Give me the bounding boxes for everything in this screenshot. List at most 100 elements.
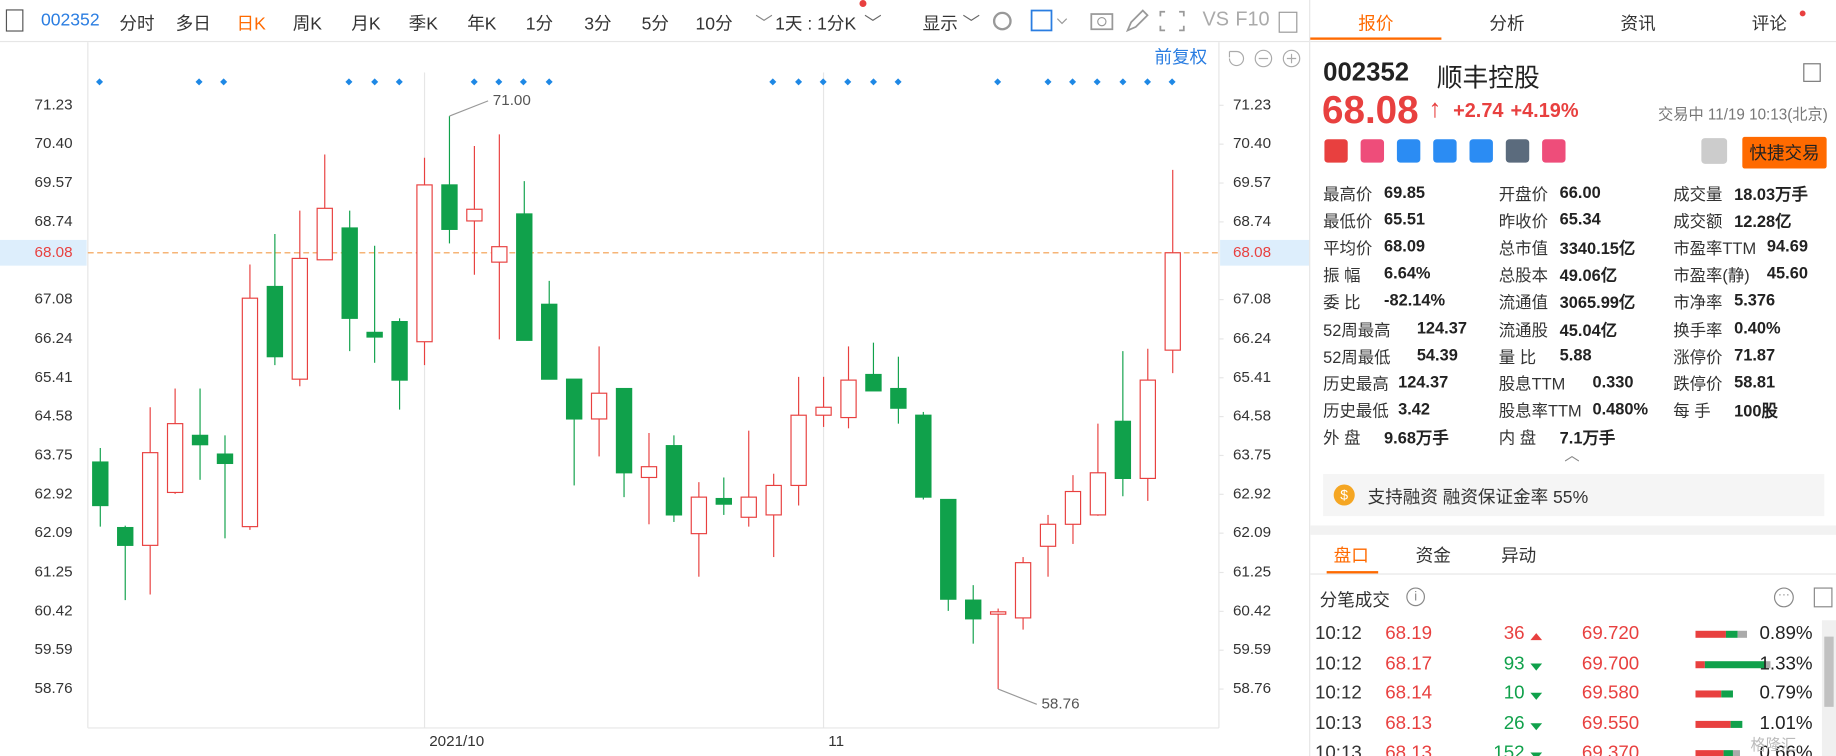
stock-code[interactable]: 002352 — [40, 10, 100, 31]
tool-icons[interactable] — [989, 7, 1258, 35]
candle-body — [416, 184, 433, 343]
period-tab[interactable]: 5分 — [641, 14, 669, 34]
stock-name: 顺丰控股 — [1436, 63, 1540, 93]
expand-icon[interactable] — [1813, 587, 1833, 608]
vs-icon[interactable]: VS — [1202, 8, 1230, 31]
alert-icon[interactable] — [1701, 138, 1728, 164]
y-tick-label: 67.08 — [1233, 291, 1271, 308]
ticks-title: 分笔成交 — [1319, 590, 1390, 611]
event-marker — [1044, 78, 1052, 86]
candle-body — [92, 461, 109, 507]
event-marker — [195, 78, 203, 86]
candle-body — [915, 414, 932, 498]
period-tab[interactable]: 年K — [467, 14, 497, 34]
stat-value: 65.34 — [1559, 209, 1601, 229]
y-tick-label: 70.40 — [1233, 135, 1271, 152]
period-tab[interactable]: 分时 — [119, 14, 155, 34]
event-marker — [894, 78, 902, 86]
stat-label: 振 幅 — [1323, 266, 1361, 285]
period-tab[interactable]: 1分 — [525, 14, 554, 34]
icons[interactable] — [1324, 138, 1570, 164]
candle-body — [441, 184, 458, 230]
candle-body — [1064, 490, 1082, 525]
period-tab[interactable]: 日K — [236, 14, 266, 34]
period-tab[interactable]: 季K — [408, 14, 438, 34]
y-tick-label: 68.74 — [35, 213, 74, 230]
ratio-bar — [1723, 750, 1733, 756]
trade-arrow — [1530, 692, 1543, 700]
scrollbar[interactable] — [1821, 620, 1836, 756]
stat-value: 124.37 — [1416, 317, 1467, 337]
chevron[interactable]: ﹀ — [755, 14, 773, 34]
interval-select[interactable]: 1天 : 1分K — [775, 14, 857, 34]
list-icon[interactable] — [1803, 63, 1821, 82]
watermark: 格隆汇 — [1750, 736, 1797, 754]
depth-tab[interactable]: 盘口 — [1333, 546, 1369, 567]
scroll-thumb[interactable] — [1824, 636, 1834, 707]
divider — [1310, 525, 1836, 535]
period-tab[interactable]: 周K — [292, 14, 323, 34]
stat-label: 52周最低 — [1323, 347, 1391, 366]
candle-body — [141, 452, 159, 546]
stat-label: 量 比 — [1498, 347, 1537, 366]
quote-tab[interactable]: 资讯 — [1620, 14, 1656, 34]
y-tick-label: 60.42 — [35, 602, 73, 619]
stat-value: 68.09 — [1384, 236, 1426, 256]
toolbar: 002352 分时 多日 日K 周K 月K 季K 年K 1分 3分 5分 10分 ﹀ 1天 : 1分… — [0, 0, 1310, 43]
period-tab[interactable]: 月K — [351, 14, 381, 34]
stat-label: 股息TTM — [1498, 374, 1566, 393]
annotation-label: 71.00 — [493, 92, 531, 109]
candle-body — [391, 321, 408, 381]
stat-label: 平均价 — [1323, 238, 1373, 258]
event-marker — [371, 78, 379, 86]
zoom-out[interactable] — [1254, 49, 1273, 68]
stat-value: 0.40% — [1734, 317, 1781, 337]
more-icon[interactable]: ··· — [1773, 587, 1794, 608]
period-tab[interactable]: 10分 — [695, 14, 733, 34]
trade-arrow — [1530, 633, 1543, 641]
zoom-in[interactable] — [1282, 49, 1301, 68]
ratio-bar — [1721, 690, 1733, 698]
trade-price: 68.13 — [1385, 743, 1433, 756]
zoom-in — [1286, 53, 1297, 64]
event-marker — [1168, 78, 1176, 86]
candle-body — [316, 207, 333, 261]
quote-tab[interactable]: 分析 — [1489, 14, 1525, 34]
chevron: ﹀ — [864, 14, 882, 34]
quote-tab[interactable]: 评论 — [1751, 14, 1787, 34]
undo-icon[interactable] — [1228, 50, 1245, 67]
code: 002352 — [1323, 57, 1410, 87]
stat-value: 58.81 — [1734, 371, 1776, 391]
kline-chart: 前复权 71.23 71.23 70.40 70.40 69.57 69.57 68.74 6… — [0, 42, 1310, 750]
depth-tab[interactable]: 资金 — [1415, 546, 1451, 567]
event-marker — [1069, 78, 1077, 86]
margin-banner: $ 支持融资 融资保证金率 55% — [1323, 473, 1825, 517]
stat-value: 3340.15亿 — [1559, 238, 1636, 258]
event-marker — [1093, 78, 1101, 86]
stat-value: 3065.99亿 — [1559, 293, 1636, 312]
menu-icon[interactable] — [5, 9, 24, 32]
adjust-mode[interactable]: 前复权 — [1155, 47, 1208, 67]
y-tick-label: 64.58 — [1233, 408, 1271, 425]
y-tick-label: 62.92 — [1233, 485, 1271, 502]
event-marker — [869, 78, 878, 86]
annotation-label: 58.76 — [1041, 695, 1079, 712]
info-icon[interactable]: i — [1406, 587, 1426, 607]
quote-tab[interactable]: 报价 — [1358, 14, 1394, 34]
f10-icon[interactable]: F10 — [1235, 8, 1270, 31]
stat-label: 流通值 — [1498, 293, 1548, 312]
period-tab[interactable]: 3分 — [584, 14, 612, 34]
trade-arrow — [1530, 662, 1543, 670]
panel-icon[interactable] — [1278, 11, 1298, 33]
ratio-bar — [1695, 660, 1705, 668]
y-tick-label: 58.76 — [35, 680, 73, 697]
notify-dot — [859, 0, 867, 8]
collapse-icon[interactable]: ︿ — [1564, 445, 1580, 464]
candle-body — [815, 406, 832, 416]
display-menu[interactable]: 显示 — [922, 14, 958, 34]
period-tab[interactable]: 多日 — [175, 14, 211, 34]
depth-tab[interactable]: 异动 — [1501, 546, 1537, 567]
trade-button[interactable]: 快捷交易 — [1742, 136, 1827, 169]
trade-arrow — [1530, 722, 1543, 730]
